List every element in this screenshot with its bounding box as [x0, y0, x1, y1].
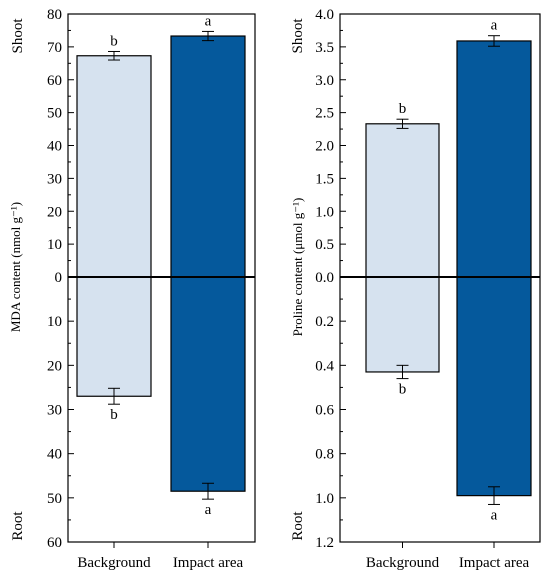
y-tick-label: 0.6 [315, 403, 334, 419]
y-tick-label: 0.4 [315, 358, 334, 374]
y-tick-label: 60 [47, 535, 62, 551]
y-tick-label: 0.8 [315, 447, 334, 463]
plot-frame [67, 13, 256, 543]
y-axis-title: Proline content (μmol g⁻¹) [290, 198, 305, 337]
y-tick-label: 70 [47, 40, 62, 56]
y-tick-label: 50 [47, 106, 62, 122]
x-tick-label-impact-area: Impact area [173, 555, 244, 571]
shoot-significance-letter: a [491, 18, 498, 34]
shoot-significance-letter: a [205, 13, 212, 29]
y-tick-label: 40 [47, 139, 62, 155]
root-significance-letter: a [491, 507, 498, 523]
x-tick-label-background: Background [366, 555, 440, 571]
y-tick-label: 20 [47, 358, 62, 374]
side-label-shoot: Shoot [290, 18, 306, 54]
y-tick-label: 4.0 [315, 7, 334, 23]
y-tick-label: 1.2 [315, 535, 334, 551]
shoot-bar-impact [170, 35, 246, 278]
y-tick-label: 80 [47, 7, 62, 23]
y-tick-label: 30 [47, 403, 62, 419]
root-significance-letter: b [399, 382, 407, 398]
y-tick-label: 0.0 [315, 270, 334, 286]
shoot-bar-impact [456, 40, 532, 278]
y-tick-label: 0.2 [315, 314, 334, 330]
y-tick-label: 1.5 [315, 171, 334, 187]
y-tick-label: 3.5 [315, 40, 334, 56]
y-tick-label: 10 [47, 237, 62, 253]
shoot-significance-letter: b [399, 101, 407, 117]
side-label-root: Root [290, 511, 306, 541]
y-tick-label: 2.5 [315, 106, 334, 122]
chart-panel-2: b a b a 0.0 0.5 1.0 1.5 2.0 2.5 3.0 3.5 4.0 0.2 0.4 0.6… [290, 7, 541, 571]
root-bar-impact [170, 276, 246, 492]
y-tick-label: 40 [47, 447, 62, 463]
chart-panel-1: b a b a 0 10 20 30 40 50 60 70 80 10 20 30 40 50 60 Backgro… [8, 7, 256, 571]
side-label-root: Root [10, 511, 26, 541]
y-tick-label: 10 [47, 314, 62, 330]
y-tick-label: 60 [47, 73, 62, 89]
side-label-shoot: Shoot [10, 18, 26, 54]
y-tick-label: 3.0 [315, 73, 334, 89]
y-tick-label: 1.0 [315, 204, 334, 220]
x-tick-label-background: Background [77, 555, 151, 571]
y-tick-label: 0 [55, 270, 63, 286]
y-axis-title: MDA content (nmol g⁻¹) [8, 202, 23, 332]
y-tick-label: 0.5 [315, 237, 334, 253]
plot-frame [339, 13, 541, 543]
shoot-significance-letter: b [110, 33, 118, 49]
root-bar-impact [456, 276, 532, 497]
root-significance-letter: a [205, 502, 212, 518]
y-tick-label: 2.0 [315, 139, 334, 155]
root-bar-background [365, 276, 440, 373]
y-tick-label: 50 [47, 491, 62, 507]
shoot-bar-background [365, 123, 440, 278]
root-bar-background [76, 276, 152, 397]
x-tick-label-impact-area: Impact area [459, 555, 530, 571]
y-tick-label: 20 [47, 204, 62, 220]
root-significance-letter: b [110, 407, 118, 423]
y-tick-label: 30 [47, 171, 62, 187]
shoot-bar-background [76, 55, 152, 278]
y-tick-label: 1.0 [315, 491, 334, 507]
